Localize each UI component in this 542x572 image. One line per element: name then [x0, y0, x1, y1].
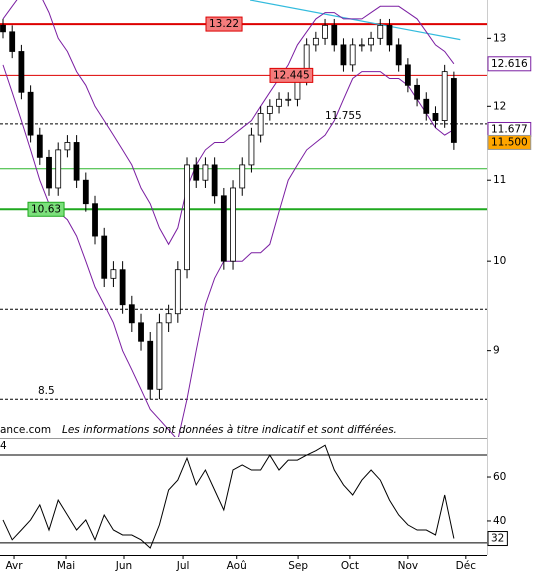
candle-body [92, 203, 98, 237]
y-tick-label: 60 [493, 471, 506, 483]
candle-body [377, 24, 384, 39]
candle-body [27, 91, 34, 136]
candle-body [239, 164, 246, 189]
candle-body [174, 269, 181, 315]
candle-body [64, 142, 71, 151]
x-tick-label: Nov [398, 560, 419, 572]
candle-body [395, 44, 402, 66]
candle-body [257, 113, 264, 136]
close-last-label: 11.500 [491, 136, 528, 148]
labels: ance.com Les informations sont données à… [0, 16, 532, 572]
panel-label: 4 [0, 440, 7, 452]
candle-body [322, 24, 328, 39]
bollinger-band [2, 0, 455, 246]
x-tick-label: Jun [115, 560, 132, 572]
candle-body [0, 24, 6, 33]
candle-body [441, 71, 448, 121]
candle-body [36, 134, 43, 158]
level-label: 13.22 [209, 18, 239, 30]
candle-body [423, 98, 430, 114]
candle-body [101, 235, 108, 279]
y-tick-label: 9 [493, 345, 500, 357]
candle-body [193, 164, 200, 181]
rsi-panel [0, 444, 487, 549]
label-box [487, 56, 532, 72]
candle-body [386, 24, 393, 46]
candle-body [220, 195, 227, 262]
candle-body [128, 304, 135, 324]
candle-body [110, 269, 117, 279]
x-tick-label: Jul [176, 560, 190, 572]
candle-body [230, 187, 236, 262]
rsi-last-label: 32 [491, 533, 504, 545]
candle-body [340, 44, 347, 66]
candle-body [55, 149, 62, 189]
x-tick-label: Sep [288, 560, 308, 572]
candle-body [156, 322, 163, 390]
candle-body [73, 142, 80, 181]
level-label: 8.5 [38, 385, 55, 397]
x-tick-label: Oct [341, 560, 359, 572]
x-tick-label: Avr [5, 560, 23, 572]
candle-body [138, 322, 144, 342]
source: ance.com [0, 424, 51, 436]
candle-body [349, 44, 356, 66]
price-panel [0, 0, 487, 437]
level-label: 11.755 [325, 110, 362, 122]
y-tick-label: 13 [493, 32, 506, 44]
candle-body [18, 51, 25, 93]
y-tick-label: 12 [493, 100, 506, 112]
candle-body [276, 98, 282, 107]
candle-body [266, 105, 273, 114]
label-box [205, 16, 243, 32]
x-tick-label: Déc [456, 560, 477, 572]
label-box [487, 531, 508, 547]
level-label: 12.445 [273, 69, 310, 81]
candle-body [202, 164, 209, 181]
disclaimer: Les informations sont données à titre in… [62, 424, 397, 436]
label-box [27, 201, 65, 217]
candle-body [119, 269, 126, 306]
trendline [249, 0, 461, 41]
label-box [487, 134, 532, 150]
candle-body [358, 44, 365, 47]
level-label: 10.63 [31, 203, 61, 215]
candle-body [46, 156, 52, 189]
candle-body [404, 64, 411, 86]
candle-body [312, 37, 319, 46]
candle-body [184, 164, 190, 271]
label-box [269, 67, 314, 83]
y-tick-label: 11 [493, 174, 506, 186]
candle-body [82, 179, 89, 205]
x-tick-label: Aoû [227, 560, 247, 572]
candle-body [432, 113, 439, 121]
band-last-label: 11.677 [491, 123, 528, 135]
candle-body [147, 340, 154, 390]
bollinger-band [2, 64, 455, 437]
rsi-line [2, 444, 455, 549]
candle-body [368, 37, 374, 46]
candle-body [9, 31, 16, 52]
candle-body [165, 313, 172, 324]
candle-body [414, 84, 420, 100]
candle-body [248, 134, 255, 166]
band-last-label: 12.616 [491, 58, 528, 70]
y-tick-label: 10 [493, 255, 506, 267]
candle-body [285, 98, 292, 101]
candle-body [331, 24, 338, 46]
candle-body [211, 164, 218, 197]
x-tick-label: Mai [57, 560, 75, 572]
y-tick-label: 40 [493, 515, 506, 527]
candle-body [450, 78, 457, 143]
